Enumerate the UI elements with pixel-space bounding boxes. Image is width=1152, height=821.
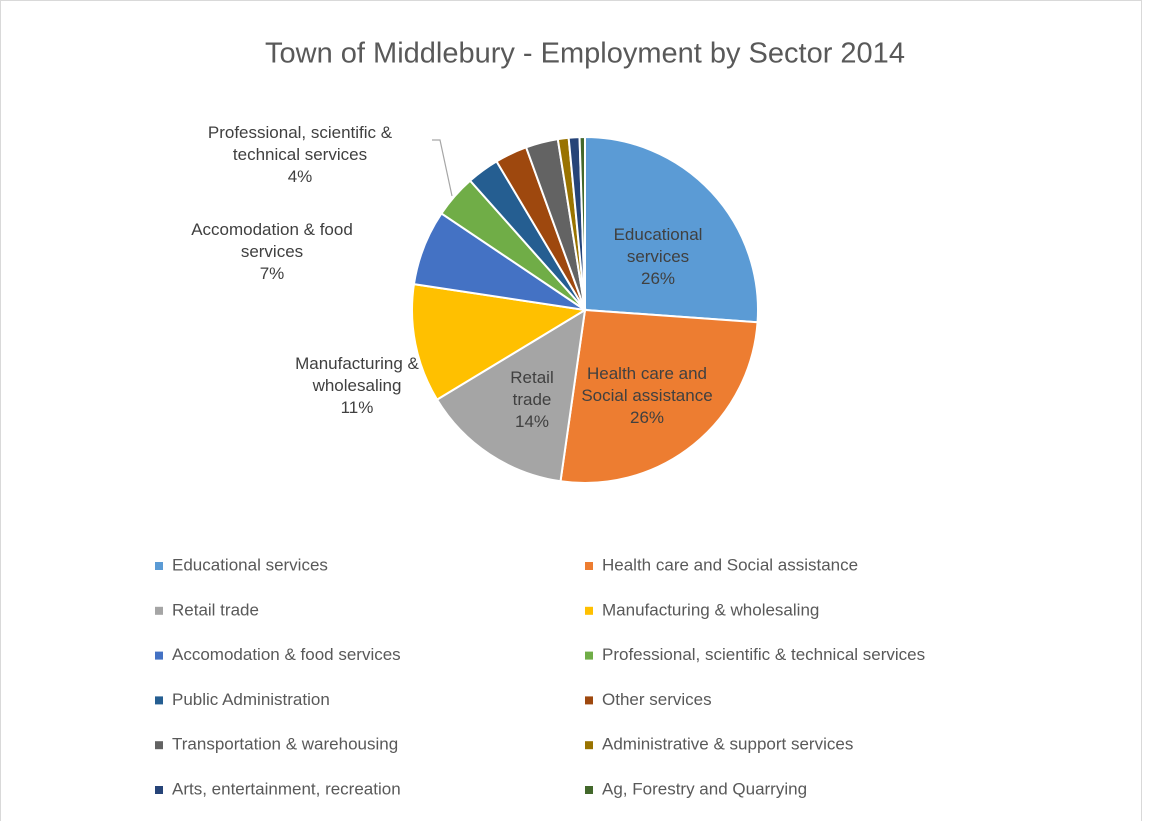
data-label-name: Professional, scientific & technical ser… [207,123,393,164]
data-label: Retail trade 14% [492,367,572,433]
legend-marker [585,562,593,570]
legend-label: Arts, entertainment, recreation [172,779,401,798]
legend-marker [585,606,593,615]
legend-marker [155,606,163,615]
legend-marker [585,741,593,750]
data-label: Manufacturing & wholesaling 11% [257,353,457,419]
data-label: Educational services 26% [588,224,728,290]
data-label-name: Health care and Social assistance [581,364,713,405]
legend-marker [155,651,163,660]
legend-label: Manufacturing & wholesaling [602,600,819,619]
legend-label: Other services [602,690,712,709]
legend-label: Administrative & support services [602,735,853,754]
legend-marker [585,786,593,794]
data-label: Accomodation & food services 7% [177,219,367,285]
chart-title: Town of Middlebury - Employment by Secto… [265,38,905,70]
pie-slice [578,135,586,311]
data-label: Health care and Social assistance 26% [577,363,717,429]
legend-label: Professional, scientific & technical ser… [602,645,925,664]
legend-label: Educational services [172,555,328,574]
data-label-name: Manufacturing & wholesaling [295,354,419,395]
data-label: Professional, scientific & technical ser… [175,122,425,188]
legend-marker [585,696,593,705]
data-label-name: Accomodation & food services [191,220,353,261]
legend-label: Retail trade [172,600,259,619]
legend-label: Transportation & warehousing [172,735,398,754]
legend-marker [155,696,163,705]
data-label-name: Educational services [613,225,703,266]
legend-marker [155,741,163,750]
leader-line [432,139,453,197]
legend-label: Accomodation & food services [172,645,401,664]
data-label-value: 4% [287,167,313,186]
legend-marker [155,562,163,570]
legend-label: Health care and Social assistance [602,555,858,574]
legend-label: Public Administration [172,690,330,709]
pie-slice [411,283,588,402]
data-label-value: 7% [259,264,285,283]
pie-slice [559,308,759,484]
data-label-value: 14% [514,412,550,431]
pie-slice [435,308,587,483]
legend-label: Ag, Forestry and Quarrying [602,779,807,798]
data-label-value: 11% [340,398,374,417]
data-label-value: 26% [629,408,665,427]
pie-slice [584,135,759,324]
legend-marker [585,651,593,660]
data-label-name: Retail trade [510,368,554,409]
data-label-value: 26% [640,269,676,288]
legend-marker [155,786,163,794]
